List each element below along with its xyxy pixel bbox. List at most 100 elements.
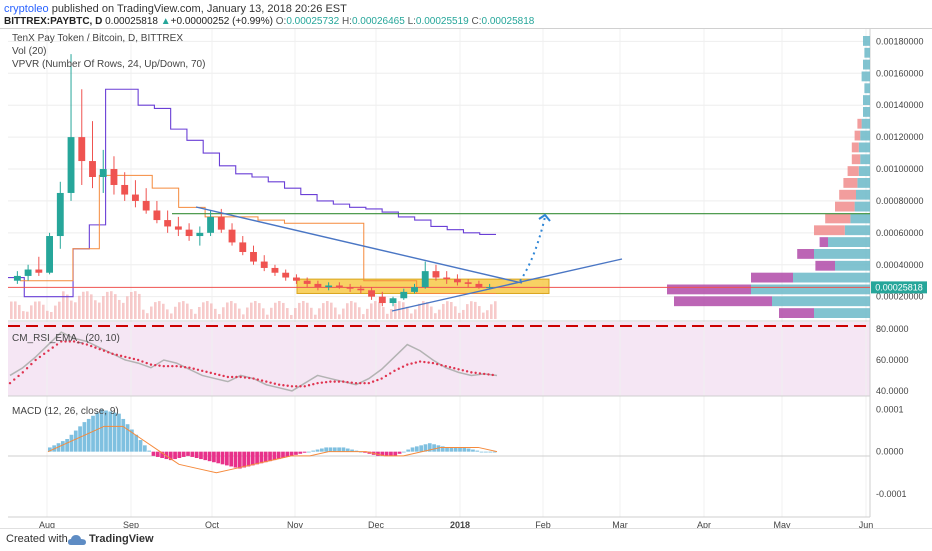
- price-axis-labels: 0.00180000 0.00160000 0.00140000 0.00120000…: [876, 36, 924, 301]
- volume-bar: [246, 307, 249, 319]
- volume-bar: [130, 291, 133, 319]
- macd-bar: [138, 440, 143, 452]
- volume-bar: [278, 301, 281, 319]
- macd-tick-label: -0.0001: [876, 489, 907, 499]
- vp-down-bar: [819, 237, 828, 247]
- rsi-ema-dot: [269, 381, 272, 384]
- rsi-ema-dot: [487, 373, 490, 376]
- rsi-legend[interactable]: CM_RSI_EMA_ (20, 10): [12, 333, 120, 344]
- volume-bar: [62, 291, 65, 319]
- volume-bar: [138, 293, 141, 319]
- vol-legend[interactable]: Vol (20): [12, 46, 47, 57]
- main-legend[interactable]: TenX Pay Token / Bitcoin, D, BITTREX: [12, 33, 183, 44]
- rsi-tick-label: 60.0000: [876, 355, 909, 365]
- macd-bar: [246, 451, 251, 467]
- volume-bar: [30, 305, 33, 319]
- macd-bar: [341, 447, 346, 452]
- price-tick-label: 0.00120000: [876, 132, 924, 142]
- chart-canvas[interactable]: 0.00180000 0.00160000 0.00140000 0.00120000…: [0, 29, 932, 528]
- volume-bar: [290, 314, 293, 319]
- volume-bar: [154, 302, 157, 319]
- volume-bar: [466, 304, 469, 319]
- volume-bar: [118, 299, 121, 319]
- orange-step-line: [20, 174, 496, 294]
- macd-bar: [95, 412, 100, 452]
- vp-up-bar: [793, 272, 870, 283]
- volume-bar: [374, 301, 377, 319]
- rsi-ema-dot: [312, 383, 315, 386]
- volume-bar: [90, 294, 93, 319]
- rsi-ema-dot: [363, 381, 366, 385]
- rsi-ema-dot: [218, 373, 221, 377]
- volume-bar: [14, 301, 17, 319]
- rsi-ema-dot: [435, 362, 439, 366]
- change-value: +0.00000252 (+0.99%): [170, 16, 273, 27]
- macd-bar: [151, 451, 156, 456]
- rsi-ema-dot: [94, 346, 97, 349]
- candle-body: [121, 184, 129, 195]
- candle-body: [78, 137, 86, 162]
- rsi-ema-dot: [230, 375, 234, 379]
- vp-down-bar: [835, 201, 855, 212]
- macd-bar: [354, 450, 359, 452]
- macd-bar: [91, 415, 95, 452]
- tradingview-logo[interactable]: TradingView: [89, 533, 154, 545]
- rsi-ema-dot: [474, 371, 477, 375]
- macd-bar: [250, 451, 255, 466]
- vp-up-bar: [864, 83, 870, 94]
- macd-bar: [108, 411, 113, 452]
- volume-bar: [174, 306, 177, 319]
- macd-legend[interactable]: MACD (12, 26, close, 9): [12, 406, 119, 417]
- descending-trendline[interactable]: [195, 206, 523, 284]
- volume-bar: [394, 303, 397, 319]
- time-tick-label: Aug: [39, 520, 55, 528]
- volume-bar: [294, 308, 297, 319]
- rsi-ema-dot: [491, 373, 494, 377]
- volume-bar: [478, 306, 481, 319]
- macd-bar: [121, 418, 126, 452]
- macd-bar: [285, 451, 290, 457]
- rsi-ema-dot: [55, 343, 59, 346]
- rsi-ema-dot: [256, 378, 259, 381]
- rsi-ema-dot: [431, 361, 435, 365]
- rsi-ema-dot: [427, 361, 430, 364]
- projection-path[interactable]: [519, 216, 546, 282]
- volume-bar: [354, 302, 357, 319]
- rsi-pane: [8, 322, 870, 396]
- macd-bar: [302, 451, 307, 453]
- change-arrow-icon: ▲: [160, 16, 171, 27]
- macd-bar: [117, 413, 121, 452]
- projection-arrow-icon: [538, 213, 551, 222]
- volume-bar: [298, 302, 301, 319]
- macd-bar: [168, 451, 173, 461]
- rsi-ema-dot: [171, 364, 174, 368]
- volume-bar: [222, 307, 225, 319]
- macd-bar: [82, 422, 87, 452]
- volume-bar: [122, 302, 125, 319]
- macd-bar: [263, 451, 268, 463]
- macd-bar: [125, 424, 130, 452]
- rsi-ema-dot: [444, 364, 447, 368]
- volume-bar: [406, 306, 409, 319]
- author-link[interactable]: cryptoleo: [4, 3, 49, 15]
- vp-up-bar: [858, 166, 870, 176]
- volume-bar: [146, 313, 149, 319]
- macd-bar: [134, 434, 139, 452]
- vp-up-bar: [835, 260, 870, 271]
- vp-up-bar: [860, 130, 870, 141]
- rsi-ema-dot: [141, 360, 144, 363]
- candle-body: [432, 271, 440, 278]
- volume-bar: [114, 294, 117, 319]
- macd-bar: [259, 451, 264, 464]
- candle-body: [142, 200, 150, 211]
- volume-bar: [242, 314, 245, 319]
- rsi-ema-dot: [393, 369, 396, 373]
- vpvr-legend[interactable]: VPVR (Number Of Rows, 24, Up/Down, 70): [12, 59, 206, 70]
- volume-bar: [34, 301, 37, 319]
- volume-bar: [490, 304, 493, 319]
- vp-up-bar: [857, 178, 870, 188]
- vp-up-bar: [861, 71, 870, 82]
- volume-bar: [362, 314, 365, 319]
- ascending-trendline[interactable]: [391, 258, 623, 312]
- close-value: 0.00025818: [481, 16, 535, 27]
